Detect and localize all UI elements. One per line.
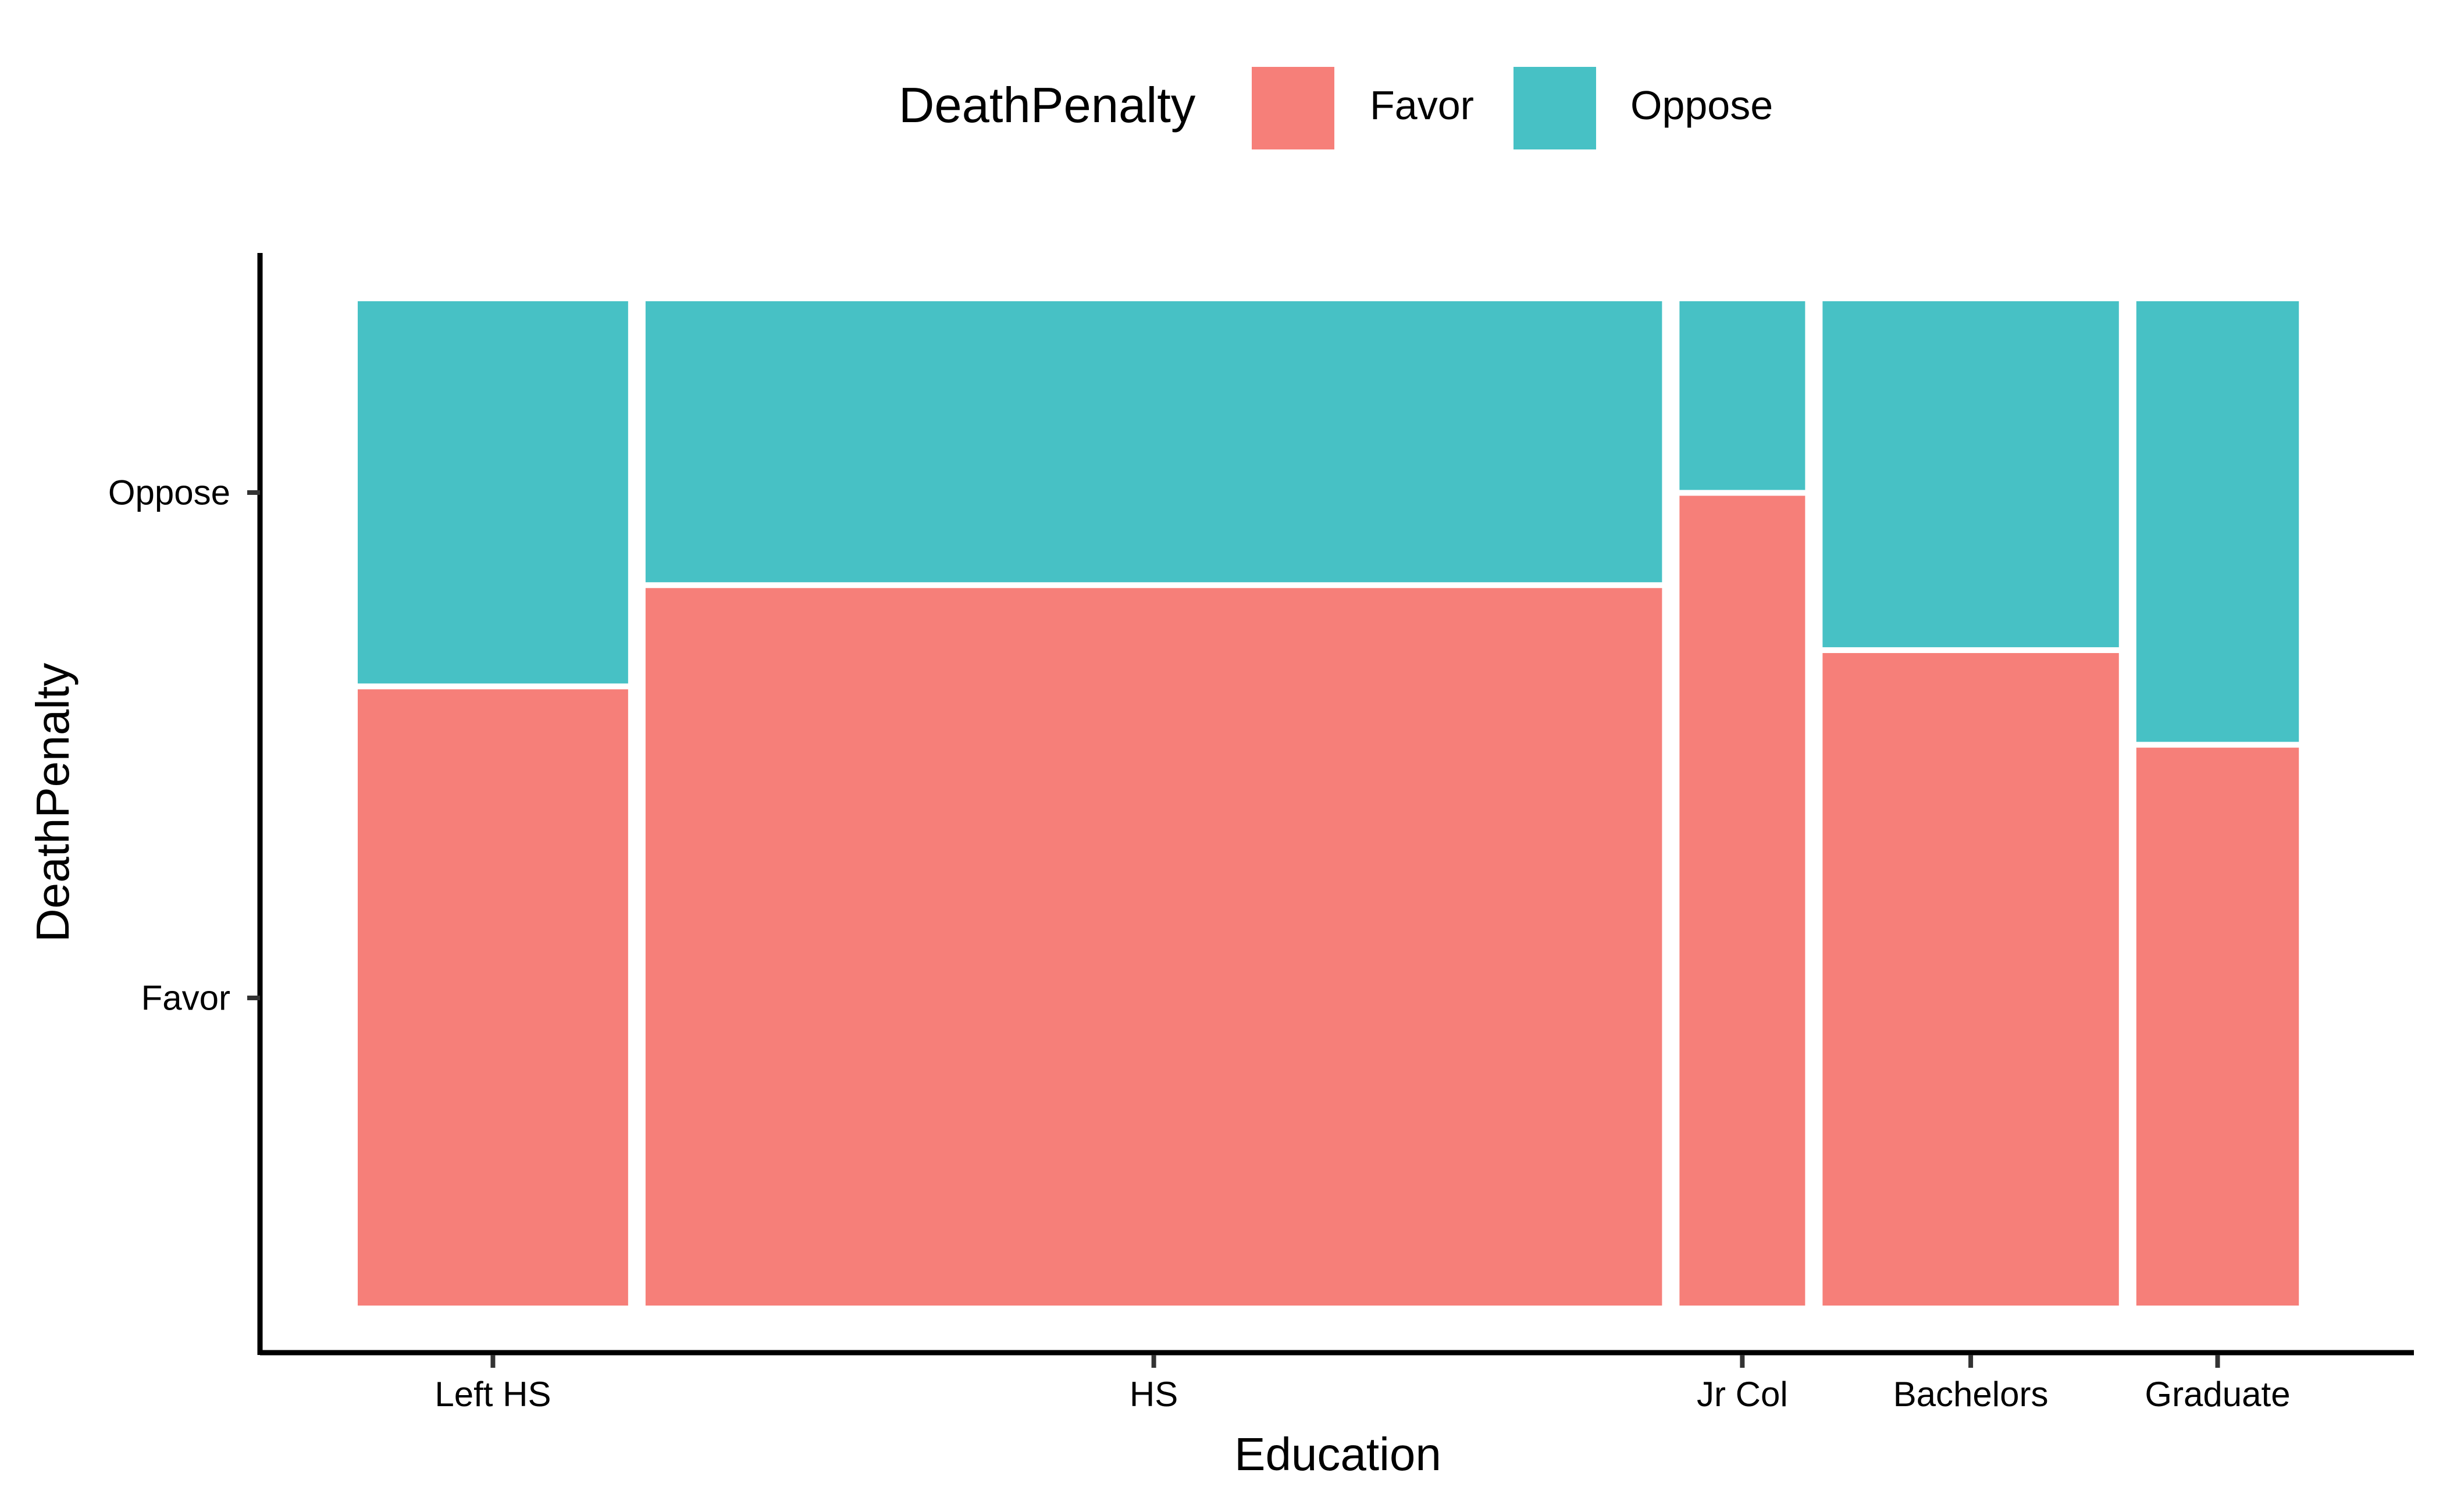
tile-oppose-bachelors xyxy=(1822,301,2119,647)
tile-oppose-left-hs xyxy=(358,301,628,684)
x-tick-label-graduate: Graduate xyxy=(2145,1375,2290,1414)
legend-title: DeathPenalty xyxy=(899,78,1196,133)
x-axis-title: Education xyxy=(1234,1428,1441,1480)
tile-oppose-jr-col xyxy=(1679,301,1805,490)
tile-oppose-hs xyxy=(645,301,1662,583)
legend-swatch-oppose xyxy=(1513,67,1596,149)
mosaic-tiles xyxy=(358,301,2299,1306)
x-ticks: Left HS HS Jr Col Bachelors Graduate xyxy=(435,1355,2291,1414)
tile-oppose-graduate xyxy=(2136,301,2299,742)
tile-favor-jr-col xyxy=(1679,495,1805,1306)
legend-label-oppose: Oppose xyxy=(1630,83,1773,128)
x-tick-label-left-hs: Left HS xyxy=(435,1375,551,1414)
x-tick-label-bachelors: Bachelors xyxy=(1893,1375,2049,1414)
legend-label-favor: Favor xyxy=(1370,83,1474,128)
legend-swatch-favor xyxy=(1252,67,1334,149)
x-tick-label-jr-col: Jr Col xyxy=(1697,1375,1788,1414)
y-axis-title: DeathPenalty xyxy=(27,663,79,942)
tile-favor-left-hs xyxy=(358,689,628,1306)
y-tick-label-oppose: Oppose xyxy=(108,473,230,512)
tile-favor-bachelors xyxy=(1822,652,2119,1306)
tile-favor-graduate xyxy=(2136,747,2299,1306)
axes xyxy=(257,253,2414,1356)
y-tick-label-favor: Favor xyxy=(141,979,230,1018)
tile-favor-hs xyxy=(645,588,1662,1306)
x-tick-label-hs: HS xyxy=(1130,1375,1178,1414)
legend: DeathPenalty Favor Oppose xyxy=(899,67,1773,149)
y-ticks: Favor Oppose xyxy=(108,473,260,1018)
